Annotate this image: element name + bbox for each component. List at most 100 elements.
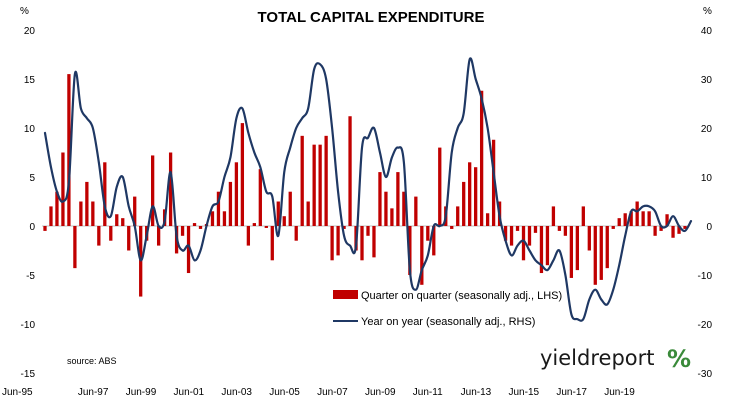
- qoq-bar: [432, 226, 436, 256]
- qoq-bar: [366, 226, 370, 236]
- qoq-bar: [264, 226, 268, 228]
- x-tick-label: Jun-05: [269, 387, 300, 398]
- x-tick-label: Jun-97: [78, 387, 109, 398]
- qoq-bar: [450, 226, 454, 229]
- qoq-bar: [192, 223, 197, 226]
- qoq-bar: [342, 226, 346, 229]
- qoq-bar: [360, 226, 364, 261]
- x-tick-label: Jun-15: [509, 387, 540, 398]
- qoq-bar: [641, 211, 645, 226]
- qoq-bar: [539, 226, 544, 274]
- qoq-bar: [234, 162, 239, 226]
- right-axis-unit: %: [703, 6, 712, 17]
- qoq-bar: [527, 226, 532, 246]
- qoq-bar: [479, 90, 484, 226]
- left-tick-label: -5: [26, 271, 35, 282]
- qoq-bar: [156, 226, 161, 246]
- qoq-bar: [462, 181, 466, 226]
- qoq-bar: [67, 74, 71, 226]
- qoq-bar: [653, 226, 657, 236]
- qoq-bar: [384, 191, 388, 226]
- qoq-bar: [611, 226, 615, 229]
- qoq-bar: [168, 152, 173, 226]
- left-tick-label: 20: [24, 26, 36, 37]
- qoq-bar: [109, 226, 113, 241]
- qoq-bar: [294, 226, 298, 241]
- qoq-bar: [216, 191, 221, 226]
- qoq-bar: [198, 226, 203, 229]
- qoq-bar: [491, 139, 496, 226]
- left-tick-label: -15: [21, 369, 36, 380]
- qoq-bar: [533, 226, 538, 233]
- qoq-bars: [43, 74, 687, 297]
- x-tick-label: Jun-11: [413, 387, 443, 398]
- qoq-bar: [103, 162, 107, 226]
- qoq-bar: [276, 201, 280, 226]
- yieldreport-logo: yieldreport %: [540, 345, 691, 373]
- qoq-bar: [228, 181, 233, 226]
- qoq-bar: [49, 206, 53, 226]
- qoq-bar: [312, 144, 316, 226]
- left-axis-unit: %: [20, 6, 29, 17]
- qoq-bar: [605, 226, 609, 269]
- qoq-bar: [91, 201, 95, 226]
- qoq-bar: [677, 226, 681, 234]
- left-tick-label: 10: [24, 124, 36, 135]
- qoq-bar: [282, 216, 286, 226]
- qoq-bar: [127, 226, 131, 251]
- qoq-bar: [73, 226, 77, 269]
- qoq-bar: [629, 211, 633, 226]
- qoq-bar: [252, 223, 256, 226]
- left-tick-label: 15: [24, 75, 36, 86]
- qoq-bar: [683, 226, 687, 229]
- qoq-bar: [593, 226, 597, 285]
- left-tick-label: -10: [21, 320, 36, 331]
- right-tick-label: 10: [701, 173, 713, 184]
- qoq-bar: [456, 206, 460, 226]
- qoq-bar: [420, 226, 424, 285]
- right-tick-label: 20: [701, 124, 713, 135]
- qoq-bar: [587, 226, 591, 251]
- right-axis-ticks: 40 30 20 10 0 -10 -20 -30: [698, 26, 713, 380]
- qoq-bar: [521, 226, 526, 261]
- qoq-bar: [186, 226, 191, 274]
- qoq-bar: [210, 211, 215, 226]
- qoq-bar: [396, 172, 400, 226]
- qoq-bar: [121, 218, 125, 226]
- qoq-bar: [300, 135, 304, 226]
- x-tick-label: Jun-07: [317, 387, 348, 398]
- qoq-bar: [318, 144, 322, 226]
- right-tick-label: 30: [701, 75, 713, 86]
- qoq-bar: [402, 191, 406, 226]
- left-tick-label: 0: [29, 222, 35, 233]
- qoq-bar: [426, 226, 430, 241]
- qoq-bar: [474, 167, 478, 226]
- qoq-bar: [635, 201, 639, 226]
- legend: Quarter on quarter (seasonally adj., LHS…: [333, 290, 562, 328]
- qoq-bar: [659, 226, 663, 231]
- x-tick-label: Jun-17: [556, 387, 587, 398]
- qoq-bar: [378, 172, 382, 226]
- logo-wordmark: yieldreport: [540, 346, 655, 370]
- x-tick-label: Jun-99: [126, 387, 157, 398]
- qoq-bar: [324, 135, 328, 226]
- yoy-line: [43, 57, 693, 322]
- qoq-bar: [671, 226, 675, 238]
- qoq-bar: [246, 226, 251, 246]
- qoq-bar: [665, 214, 669, 226]
- qoq-bar: [372, 226, 376, 258]
- qoq-bar: [545, 226, 550, 266]
- qoq-bar: [222, 211, 227, 226]
- qoq-bar: [180, 226, 185, 236]
- x-tick-label: Jun-03: [221, 387, 252, 398]
- x-tick-label: Jun-95: [2, 387, 33, 398]
- qoq-bar: [468, 162, 472, 226]
- qoq-bar: [509, 226, 514, 246]
- right-tick-label: 40: [701, 26, 713, 37]
- qoq-bar: [581, 206, 585, 226]
- qoq-bar: [390, 208, 394, 226]
- qoq-bar: [551, 206, 556, 226]
- qoq-bar: [569, 226, 574, 278]
- legend-bar-label: Quarter on quarter (seasonally adj., LHS…: [361, 290, 562, 302]
